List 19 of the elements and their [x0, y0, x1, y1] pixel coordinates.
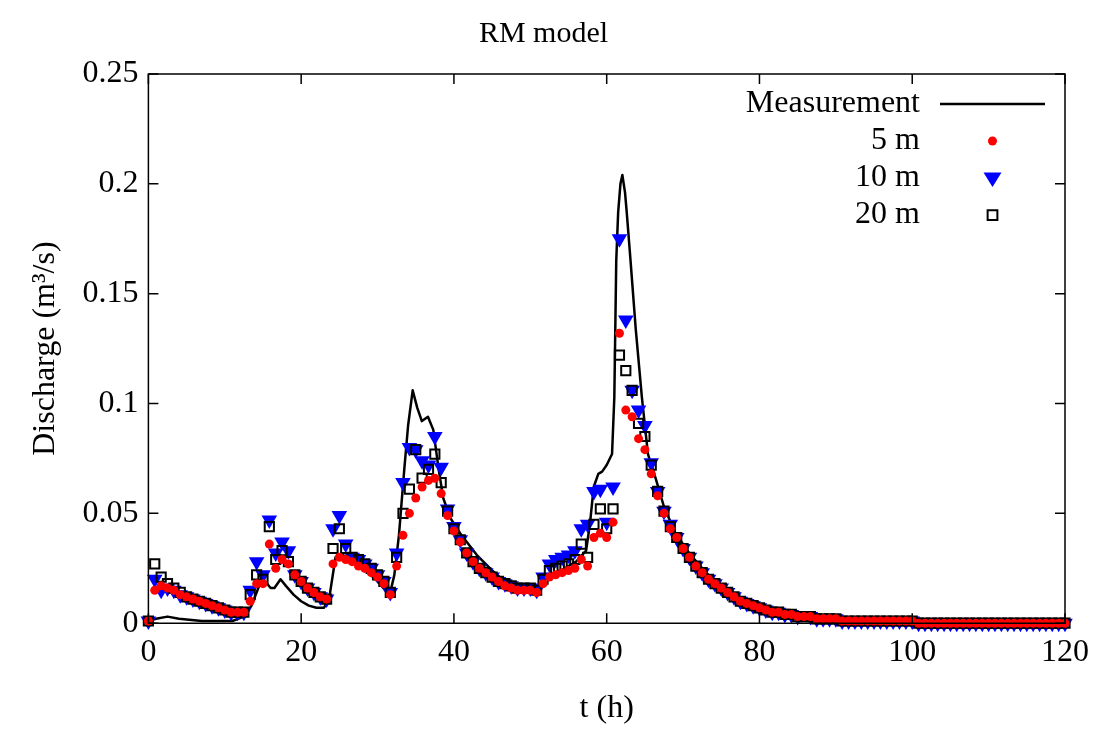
- chart-title: RM model: [478, 14, 609, 48]
- y-axis-title: Discharge (m³/s): [24, 241, 61, 456]
- legend-label: 20 m: [855, 194, 921, 231]
- y-tick-label: 0.05: [82, 492, 139, 529]
- y-tick-label: 0.15: [82, 273, 139, 310]
- legend-label: 5 m: [871, 120, 921, 157]
- x-tick-label: 80: [743, 631, 776, 668]
- x-tick-label: 60: [590, 631, 623, 668]
- y-tick-label: 0.25: [82, 53, 139, 90]
- legend-label: Measurement: [745, 83, 921, 120]
- x-tick-label: 120: [1041, 631, 1089, 668]
- x-tick-label: 20: [285, 631, 318, 668]
- y-tick-label: 0.1: [98, 382, 139, 419]
- x-tick-label: 40: [437, 631, 470, 668]
- legend-label: 10 m: [855, 157, 921, 194]
- y-tick-label: 0: [122, 602, 139, 639]
- x-axis-title: t (h): [579, 688, 634, 725]
- y-tick-label: 0.2: [98, 163, 139, 200]
- x-tick-label: 100: [888, 631, 937, 668]
